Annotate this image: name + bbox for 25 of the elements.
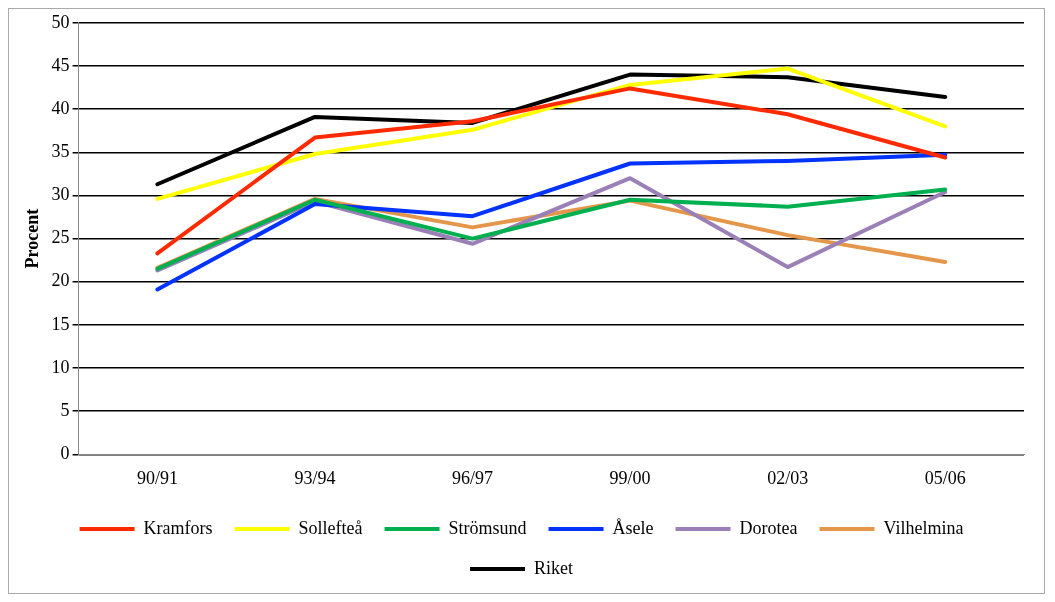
- y-tick-label: 5: [60, 399, 70, 420]
- legend-label: Kramfors: [143, 517, 213, 538]
- x-tick-label: 96/97: [452, 467, 494, 488]
- legend-label: Strömsund: [448, 517, 527, 538]
- y-tick-label: 20: [51, 270, 70, 291]
- y-tick-label: 30: [51, 184, 70, 205]
- y-tick-label: 35: [51, 141, 70, 162]
- y-tick-label: 50: [51, 11, 70, 32]
- y-tick-label: 10: [51, 356, 70, 377]
- y-tick-label: 15: [51, 313, 70, 334]
- x-tick-label: 05/06: [924, 467, 966, 488]
- legend-label: Dorotea: [739, 517, 798, 538]
- y-tick-label: 25: [51, 227, 70, 248]
- y-tick-label: 40: [51, 97, 70, 118]
- x-tick-label: 02/03: [767, 467, 809, 488]
- x-tick-label: 90/91: [136, 467, 178, 488]
- legend-label: Åsele: [612, 517, 654, 538]
- y-tick-label: 0: [60, 443, 70, 464]
- legend-label: Sollefteå: [298, 517, 363, 538]
- legend-label: Vilhelmina: [883, 517, 964, 538]
- y-axis-title: Procent: [22, 208, 43, 269]
- legend-label: Riket: [534, 557, 573, 578]
- y-tick-label: 45: [51, 54, 70, 75]
- x-tick-label: 93/94: [294, 467, 336, 488]
- x-tick-label: 99/00: [609, 467, 651, 488]
